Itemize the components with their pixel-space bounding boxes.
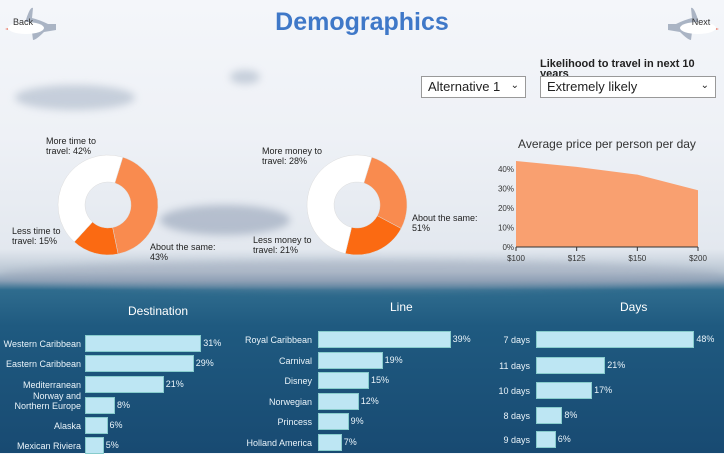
bar-category-label: 8 days [503,411,530,421]
bar-value-label: 21% [607,360,626,370]
donut-slice [306,154,373,254]
y-tick-label: 0% [502,243,514,252]
donut1-label-same: About the same: 43% [150,242,216,262]
donut-slice [112,156,159,255]
bar-value-label: 19% [384,355,403,365]
next-button[interactable]: Next [654,6,724,40]
bar-category-label: 11 days [499,361,530,371]
bar [318,352,383,369]
donut-slice [57,154,124,243]
alternative-dropdown[interactable]: Alternative 1 ⌄ [421,76,526,98]
bar-value-label: 12% [360,396,379,406]
bar [536,382,593,399]
bar-category-label: Mexican Riviera [16,441,81,451]
back-label: Back [12,17,33,27]
x-tick-label: $100 [507,254,525,263]
bar-value-label: 5% [105,440,119,450]
bar [536,431,556,448]
bar [536,331,695,348]
bar-category-label: Norwegian [268,397,312,407]
area-series [516,160,698,247]
money-donut-chart [306,154,408,256]
bar [318,434,342,451]
x-tick-label: $200 [689,254,707,263]
bird-icon [668,7,719,40]
bar-value-label: 17% [594,385,613,395]
bar-category-label: Norway and Northern Europe [14,391,81,411]
price-area-chart: 0% 10% 20% 30% 40% $100 $125 $150 $200 [498,160,707,263]
bar-category-label: 10 days [498,386,530,396]
x-tick-label: $150 [628,254,646,263]
back-button[interactable]: Back [0,6,70,40]
y-tick-label: 30% [498,184,514,193]
bar [318,372,369,389]
bar [318,413,349,430]
donut2-label-more: More money to travel: 28% [262,146,323,166]
bar [318,393,359,410]
page-title: Demographics [275,8,449,36]
bar-value-label: 48% [696,334,715,344]
donut1-label-more: More time to travel: 42% [46,136,97,156]
bar-category-label: Mediterranean [22,380,81,390]
bar-chart-title: Destination [128,304,189,318]
y-tick-label: 10% [498,223,514,232]
bar-value-label: 15% [371,375,390,385]
bar [85,397,115,414]
bar-value-label: 6% [557,434,571,444]
bar-value-label: 29% [195,358,214,368]
bar-category-label: Princess [277,417,312,427]
bar [85,355,194,372]
time-donut-chart [57,154,159,256]
bar-category-label: Carnival [278,356,312,366]
bar [536,407,563,424]
alternative-value: Alternative 1 [428,79,501,94]
y-tick-label: 20% [498,204,514,213]
bar-category-label: 7 days [503,335,530,345]
bar-category-label: Holland America [246,438,312,448]
area-chart-title: Average price per person per day [518,137,696,151]
bar [318,331,451,348]
donut2-label-less: Less money to travel: 21% [253,235,312,255]
bar-value-label: 39% [452,334,471,344]
likelihood-value: Extremely likely [547,79,638,94]
bar-value-label: 21% [165,379,184,389]
bar-value-label: 7% [343,437,357,447]
bar-value-label: 31% [203,338,222,348]
bar-value-label: 8% [564,410,578,420]
bar-category-label: Eastern Caribbean [5,359,81,369]
bar-value-label: 9% [350,416,364,426]
bar [85,335,202,352]
bar [85,376,164,393]
x-tick-label: $125 [568,254,586,263]
donut1-label-less: Less time to travel: 15% [12,226,61,246]
bar [536,357,606,374]
chevron-down-icon: ⌄ [510,80,519,91]
likelihood-label: Likelihood to travel in next 10 years [540,58,695,80]
bar-chart-title: Days [620,300,648,314]
bar [85,417,108,434]
bar-category-label: Alaska [53,421,81,431]
bar-value-label: 6% [109,420,123,430]
y-tick-label: 40% [498,165,514,174]
bar-value-label: 8% [117,400,131,410]
bar-category-label: Western Caribbean [3,339,81,349]
likelihood-dropdown[interactable]: Extremely likely ⌄ [540,76,716,98]
donut-slice [363,156,408,229]
bar-chart-title: Line [390,300,413,314]
bar [85,437,104,454]
bar-category-label: Royal Caribbean [244,335,312,345]
donut2-label-same: About the same: 51% [412,213,478,233]
bar-category-label: Disney [284,376,312,386]
bird-icon [5,7,56,40]
chevron-down-icon: ⌄ [700,80,709,91]
bar-category-label: 9 days [503,435,530,445]
